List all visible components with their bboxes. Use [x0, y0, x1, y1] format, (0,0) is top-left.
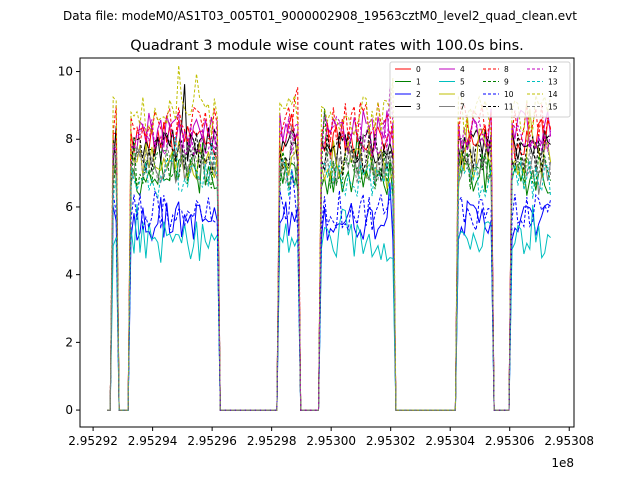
legend-label-6: 6	[460, 90, 465, 99]
y-tick-label: 10	[58, 65, 73, 79]
x-offset-label: 1e8	[551, 456, 574, 470]
legend-label-14: 14	[548, 90, 558, 99]
x-tick-label: 2.95298	[247, 434, 297, 448]
y-tick-label: 4	[65, 268, 73, 282]
x-tick-label: 2.95292	[68, 434, 118, 448]
plot-frame	[79, 57, 575, 428]
series-line-12	[107, 86, 552, 411]
x-tick-label: 2.95306	[485, 434, 535, 448]
series-line-15	[107, 125, 552, 411]
legend-label-4: 4	[460, 65, 465, 74]
legend-label-9: 9	[504, 78, 509, 87]
x-tick-label: 2.95294	[128, 434, 178, 448]
legend-label-10: 10	[504, 90, 514, 99]
legend-label-1: 1	[416, 78, 421, 87]
series-line-2	[107, 182, 551, 411]
x-tick-label: 2.95296	[187, 434, 237, 448]
series-line-9	[107, 108, 552, 411]
chart-title: Quadrant 3 module wise count rates with …	[130, 38, 524, 54]
legend-label-11: 11	[504, 103, 514, 112]
figure-suptitle: Data file: modeM0/AS1T03_005T01_90000029…	[63, 9, 577, 23]
legend-label-8: 8	[504, 65, 509, 74]
legend-label-15: 15	[548, 103, 558, 112]
legend-label-12: 12	[548, 65, 558, 74]
series-line-11	[107, 131, 551, 411]
x-tick-label: 2.95300	[306, 434, 356, 448]
legend-label-2: 2	[416, 90, 421, 99]
y-tick-label: 8	[65, 132, 73, 146]
series-line-5	[107, 203, 551, 411]
x-tick-label: 2.95302	[366, 434, 416, 448]
y-tick-label: 2	[65, 335, 73, 349]
y-axis: 0 2 4 6 8 10	[58, 65, 80, 417]
legend-box	[389, 61, 571, 118]
x-axis: 2.95292 2.95294 2.95296 2.95298 2.95300 2.953…	[68, 427, 594, 448]
x-tick-label: 2.95308	[544, 434, 594, 448]
legend-label-5: 5	[460, 78, 465, 87]
legend-label-3: 3	[416, 103, 421, 112]
series-line-8	[107, 87, 552, 411]
x-tick-label: 2.95304	[425, 434, 475, 448]
legend-label-0: 0	[416, 65, 421, 74]
y-tick-label: 6	[65, 200, 73, 214]
y-tick-label: 0	[65, 403, 73, 417]
legend-label-13: 13	[548, 78, 558, 87]
series-layer	[107, 65, 552, 411]
series-line-10	[107, 169, 552, 411]
series-line-3	[107, 84, 551, 411]
legend-label-7: 7	[460, 103, 465, 112]
